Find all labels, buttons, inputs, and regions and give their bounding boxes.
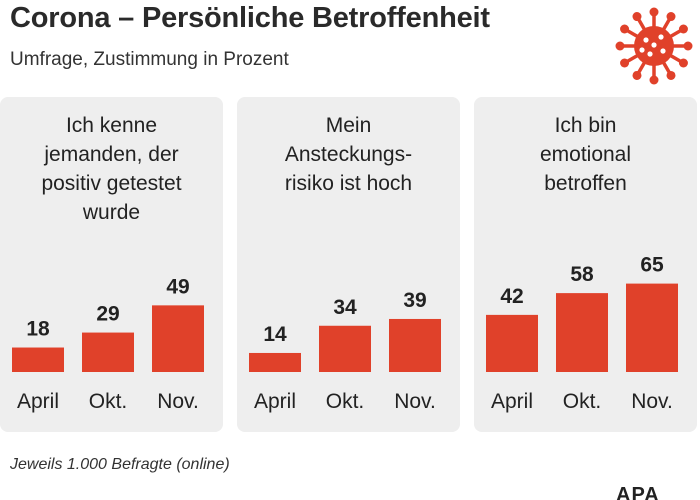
bar-value-label: 18 [26, 318, 50, 341]
virus-spot [639, 47, 645, 53]
panel-title-line: Mein [325, 114, 372, 137]
virus-spike-tip [683, 41, 693, 51]
virus-spike [661, 18, 672, 32]
panel-positive-contact: Ich kenne jemanden, der positiv getestet wu… [0, 97, 223, 432]
panel-title: Mein Ansteckungs-risiko ist hoch [237, 111, 460, 198]
category-label: Okt. [563, 390, 602, 413]
category-label: Nov. [631, 390, 673, 413]
panel-title: Ich kenne jemanden, der positiv getestet wu… [0, 111, 223, 227]
source-logo: APA [616, 484, 660, 500]
virus-spike [626, 28, 640, 39]
category-label: April [254, 390, 296, 413]
bar-chart: 14 April 34 Okt. 39 Nov. [249, 289, 441, 413]
virus-spike [626, 53, 640, 64]
virus-spot [651, 42, 657, 48]
virus-spike [636, 18, 647, 32]
virus-spike [661, 60, 672, 74]
virus-spot [658, 34, 664, 40]
category-label: April [491, 390, 533, 413]
chart-subtitle: Umfrage, Zustimmung in Prozent [10, 49, 289, 70]
bar-value-label: 58 [570, 263, 594, 286]
category-label: April [17, 390, 59, 413]
bar [626, 283, 678, 372]
virus-spike-tip [678, 58, 688, 68]
virus-spot [647, 51, 653, 57]
footnote: Jeweils 1.000 Befragte (online) [10, 456, 230, 473]
bar-value-label: 34 [333, 296, 357, 319]
bar [556, 293, 608, 372]
panel-title-line: emotional [539, 143, 632, 166]
bar [249, 352, 301, 372]
virus-spike-tip [649, 75, 659, 85]
virus-spike-tip [632, 12, 642, 22]
virus-spike-tip [620, 58, 630, 68]
panel-title-line: Ich bin [554, 114, 617, 137]
virus-spike [668, 53, 682, 64]
bar [319, 325, 371, 372]
bar-value-label: 49 [166, 275, 189, 298]
category-label: Okt. [89, 390, 128, 413]
panel-title-line: betroffen [544, 172, 627, 195]
virus-spike-tip [666, 12, 676, 22]
panel-title-line: wurde [82, 201, 141, 224]
coronavirus-icon [615, 7, 693, 85]
chart-title: Corona – Persönliche Betroffenheit [10, 2, 490, 34]
bar [486, 314, 538, 372]
virus-spot [660, 48, 666, 54]
bar-chart: 18 April 29 Okt. 49 Nov. [12, 275, 204, 413]
panel-title-line: jemanden, der [44, 143, 179, 166]
bar-value-label: 14 [263, 323, 287, 346]
panel-title-line: positiv getestet [41, 172, 182, 195]
panel-title: Ich bin emotional betroffen [474, 111, 697, 198]
bar [389, 318, 441, 372]
panel-title-line: Ich kenne [65, 114, 158, 137]
bar-value-label: 29 [96, 303, 119, 326]
virus-spike-tip [620, 24, 630, 34]
bar [82, 332, 134, 372]
virus-spike-tip [678, 24, 688, 34]
category-label: Nov. [157, 390, 199, 413]
bar-value-label: 42 [500, 285, 523, 308]
virus-spot [643, 37, 649, 43]
virus-spike [668, 28, 682, 39]
bar [12, 347, 64, 372]
panel-title-line: risiko ist hoch [284, 172, 413, 195]
bar-value-label: 65 [640, 254, 664, 277]
virus-spike-tip [615, 41, 625, 51]
virus-spike-tip [666, 70, 676, 80]
virus-spike-tip [632, 70, 642, 80]
virus-spike [636, 60, 647, 74]
virus-spike-tip [649, 7, 659, 17]
panel-emotionally-affected: Ich bin emotional betroffen 42 April 58 Okt. 6… [474, 97, 697, 432]
bar-chart: 42 April 58 Okt. 65 Nov. [486, 254, 678, 413]
panel-title-line: Ansteckungs- [284, 143, 413, 166]
panel-infection-risk: Mein Ansteckungs-risiko ist hoch 14 April 3… [237, 97, 460, 432]
bar [152, 305, 204, 372]
bar-value-label: 39 [403, 289, 426, 312]
category-label: Okt. [326, 390, 365, 413]
category-label: Nov. [394, 390, 436, 413]
